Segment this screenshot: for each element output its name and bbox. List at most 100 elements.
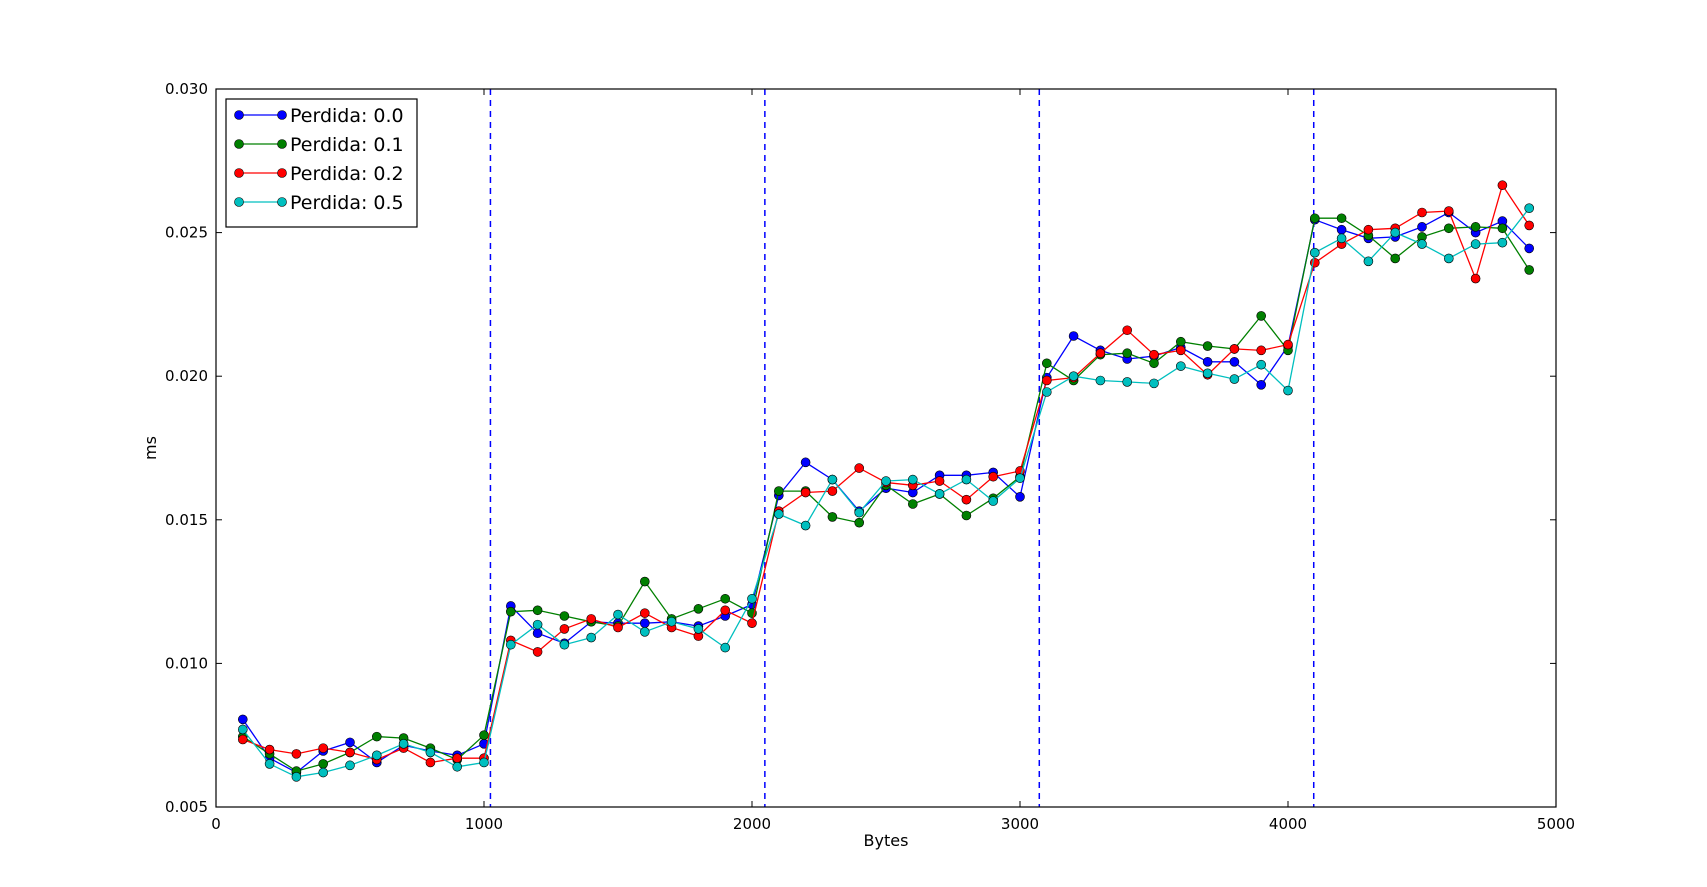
data-point — [773, 509, 784, 519]
x-tick-label: 4000 — [1269, 815, 1307, 833]
data-point — [1042, 358, 1052, 369]
data-point — [398, 739, 409, 749]
data-point — [1336, 233, 1347, 244]
data-point — [1470, 222, 1481, 232]
data-point — [854, 517, 865, 528]
data-point — [345, 737, 355, 748]
series — [238, 180, 1534, 768]
legend-label: Perdida: 0.1 — [290, 134, 404, 156]
legend-marker — [234, 168, 244, 178]
data-point — [425, 757, 436, 768]
data-point — [291, 772, 302, 782]
data-point — [988, 496, 999, 506]
data-point — [773, 486, 784, 496]
data-point — [1015, 473, 1025, 483]
data-point — [961, 474, 972, 485]
data-point — [1336, 213, 1347, 224]
data-point — [371, 731, 382, 742]
legend-item: Perdida: 0.2 — [234, 163, 404, 185]
data-point — [1524, 243, 1534, 254]
data-point — [479, 730, 489, 741]
data-point — [1470, 273, 1481, 284]
data-point — [1524, 203, 1534, 213]
data-point — [1497, 180, 1508, 191]
y-tick-label: 0.025 — [165, 224, 208, 242]
data-point — [1149, 378, 1159, 389]
data-point — [1390, 227, 1400, 238]
data-point — [318, 759, 329, 769]
data-point — [747, 618, 757, 628]
data-point — [479, 757, 489, 768]
data-point — [827, 474, 838, 485]
data-point — [1229, 357, 1240, 367]
data-point — [1149, 349, 1159, 360]
data-point — [961, 494, 972, 505]
data-point — [613, 609, 623, 620]
data-point — [318, 743, 329, 753]
data-point — [881, 476, 891, 486]
x-tick-label: 0 — [211, 815, 221, 833]
data-point — [1176, 361, 1186, 371]
data-point — [1363, 224, 1374, 235]
data-point — [238, 734, 248, 745]
data-point — [1095, 348, 1106, 359]
data-point — [800, 457, 811, 468]
y-tick-label: 0.030 — [165, 80, 208, 98]
data-point — [1068, 371, 1079, 382]
data-point — [586, 614, 597, 624]
data-point — [1256, 380, 1266, 390]
legend-box — [225, 98, 418, 228]
data-point — [1149, 358, 1159, 369]
x-axis-label: Bytes — [864, 831, 909, 850]
series — [238, 203, 1534, 782]
data-point — [1176, 336, 1186, 347]
data-point — [532, 605, 543, 616]
data-point — [827, 486, 838, 496]
data-point — [1417, 207, 1427, 218]
data-point — [800, 520, 811, 531]
legend: Perdida: 0.0 Perdida: 0.1 Perdida: 0.2 Perd… — [225, 98, 418, 228]
data-point — [1256, 359, 1266, 370]
legend-marker — [234, 110, 244, 120]
legend-label: Perdida: 0.5 — [290, 192, 404, 214]
data-point — [1283, 339, 1293, 350]
data-point — [1256, 311, 1266, 321]
x-tick-label: 1000 — [465, 815, 503, 833]
data-point — [291, 749, 302, 759]
data-point — [532, 647, 543, 657]
data-point — [505, 606, 516, 617]
data-point — [1363, 256, 1374, 267]
data-point — [345, 760, 355, 771]
data-point — [827, 512, 838, 522]
x-tick-label: 3000 — [1001, 815, 1039, 833]
data-point — [318, 767, 329, 778]
data-point — [559, 624, 570, 634]
data-point — [1015, 492, 1025, 502]
data-point — [532, 628, 543, 639]
data-point — [613, 622, 623, 633]
data-point — [693, 604, 704, 614]
data-point — [1497, 237, 1508, 248]
legend-label: Perdida: 0.2 — [290, 163, 404, 185]
data-point — [639, 618, 650, 628]
data-point — [505, 639, 516, 650]
y-tick-label: 0.015 — [165, 511, 208, 529]
data-point — [1229, 374, 1240, 384]
legend-item: Perdida: 0.1 — [234, 134, 404, 156]
legend-item: Perdida: 0.5 — [234, 192, 404, 214]
data-point — [1122, 348, 1132, 359]
data-point — [1417, 222, 1427, 232]
data-point — [1042, 375, 1052, 386]
data-point — [907, 474, 918, 485]
data-point — [693, 624, 704, 634]
data-point — [961, 510, 972, 521]
x-tick-label: 2000 — [733, 815, 771, 833]
data-point — [639, 576, 650, 587]
data-point — [1202, 341, 1213, 351]
data-point — [345, 747, 355, 758]
data-point — [264, 744, 275, 755]
data-point — [1417, 239, 1427, 249]
data-point — [747, 593, 757, 604]
data-point — [238, 724, 248, 735]
axis-ticks: 0 1000 2000 3000 4000 5000 0.005 0.010 0.015 0.02… — [165, 80, 1575, 833]
